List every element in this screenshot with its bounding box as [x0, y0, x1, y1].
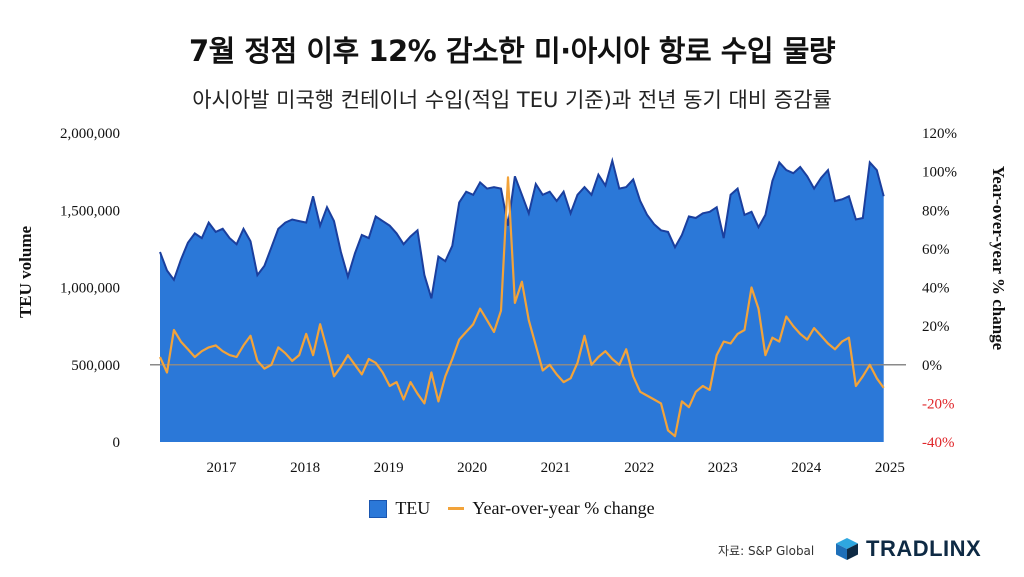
- y-right-tick-label: 60%: [922, 242, 950, 258]
- source-note: 자료: S&P Global: [718, 544, 815, 558]
- y-right-tick-label: -40%: [922, 435, 955, 451]
- x-tick-label: 2021: [541, 460, 571, 476]
- chart-subtitle: 아시아발 미국행 컨테이너 수입(적입 TEU 기준)과 전년 동기 대비 증감…: [192, 88, 832, 112]
- y-left-tick-label: 0: [113, 435, 121, 451]
- x-tick-label: 2023: [708, 460, 738, 476]
- y-right-tick-label: 80%: [922, 203, 950, 219]
- x-tick-label: 2025: [875, 460, 905, 476]
- y-left-tick-label: 2,000,000: [60, 126, 120, 142]
- y-right-tick-label: -20%: [922, 396, 955, 412]
- x-tick-label: 2019: [374, 460, 404, 476]
- legend-swatch-yoy: [448, 507, 465, 510]
- x-tick-label: 2018: [290, 460, 320, 476]
- y-axis-right: 120% 100% 80% 60% 40% 20% 0% -20% -40%: [922, 126, 957, 451]
- y-axis-left: 2,000,000 1,500,000 1,000,000 500,000 0: [60, 126, 120, 451]
- brand-logo: TRADLINX: [834, 536, 981, 562]
- legend: TEU Year-over-year % change: [0, 498, 1024, 519]
- legend-swatch-teu: [369, 499, 388, 518]
- x-tick-label: 2024: [791, 460, 822, 476]
- chart-title: 7월 정점 이후 12% 감소한 미·아시아 항로 수입 물량: [188, 34, 836, 68]
- brand-cube-icon: [836, 538, 858, 560]
- y-right-tick-label: 20%: [922, 319, 950, 335]
- y-right-tick-label: 0%: [922, 358, 942, 374]
- y-right-tick-label: 120%: [922, 126, 957, 142]
- x-tick-label: 2017: [207, 460, 238, 476]
- legend-label-yoy: Year-over-year % change: [472, 498, 655, 518]
- teu-area: [160, 160, 884, 443]
- yoy-line: [158, 176, 885, 438]
- x-tick-label: 2022: [624, 460, 654, 476]
- plot-area: [150, 156, 906, 443]
- y-left-tick-label: 500,000: [71, 358, 120, 374]
- y-right-tick-label: 100%: [922, 165, 957, 181]
- y-right-tick-label: 40%: [922, 281, 950, 297]
- teu-area-edge: [159, 156, 885, 299]
- legend-item-teu[interactable]: TEU: [369, 498, 430, 519]
- legend-item-yoy[interactable]: Year-over-year % change: [448, 498, 655, 519]
- x-axis: 2017 2018 2019 2020 2021 2022 2023 2024 2025: [207, 460, 905, 476]
- x-tick-label: 2020: [457, 460, 487, 476]
- legend-label-teu: TEU: [395, 498, 431, 518]
- y-axis-left-label: TEU volume: [16, 226, 35, 319]
- y-left-tick-label: 1,500,000: [60, 203, 120, 219]
- brand-name: TRADLINX: [866, 536, 982, 561]
- y-left-tick-label: 1,000,000: [60, 281, 120, 297]
- y-axis-right-label: Year-over-year % change: [989, 166, 1008, 351]
